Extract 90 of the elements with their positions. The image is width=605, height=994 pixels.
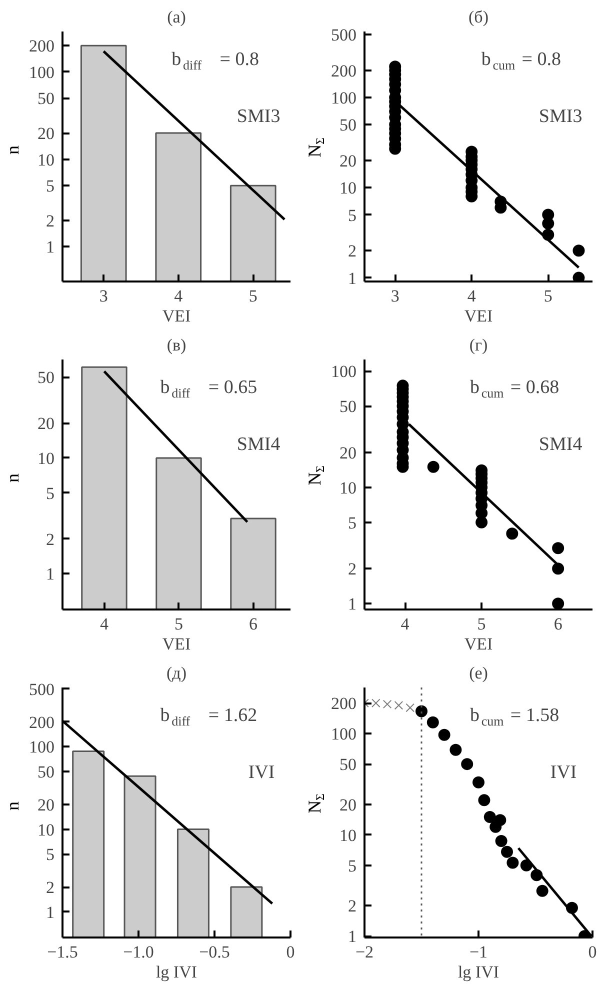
y-tick-label: 100 (331, 362, 356, 382)
y-tick-label: 20 (340, 795, 356, 814)
chart-title: (д) (166, 664, 186, 682)
y-axis-title: n (2, 474, 22, 483)
x-axis-title: lg IVI (156, 962, 198, 982)
y-tick-label: 2 (46, 211, 54, 230)
y-tick-label: 50 (38, 89, 54, 108)
y-tick-label: 1 (348, 927, 356, 946)
y-axis-title: NΣ (304, 138, 327, 158)
x-tick-label: 5 (248, 286, 258, 306)
y-tick-label: 20 (340, 152, 356, 171)
y-tick-label: 200 (331, 694, 356, 714)
y-tick-label: 10 (340, 826, 356, 845)
y-tick-label: 2 (46, 530, 54, 549)
annotation: SMI4 (538, 434, 583, 455)
x-tick-label: 5 (477, 614, 486, 634)
y-tick-label: 2 (348, 560, 356, 579)
y-tick-label: 50 (38, 368, 54, 388)
chart-title: (в) (166, 336, 186, 354)
x-axis-title: VEI (464, 634, 493, 654)
y-tick-label: 2 (46, 878, 54, 898)
annotation: IVI (550, 762, 577, 783)
y-tick-label: 5 (348, 206, 356, 225)
x-tick-label: 6 (248, 614, 258, 634)
y-tick-label: 10 (340, 178, 356, 198)
y-tick-label: 1 (46, 238, 54, 257)
y-tick-label: 20 (38, 124, 54, 144)
x-tick-label: 4 (467, 286, 476, 306)
x-tick-label: 5 (544, 286, 552, 306)
y-tick-label: 20 (340, 443, 356, 462)
y-tick-label: 500 (331, 26, 356, 45)
y-tick-label: 1 (46, 564, 54, 584)
x-tick-label: −1.0 (123, 942, 154, 962)
x-tick-label: −2 (355, 942, 374, 962)
y-tick-label: 20 (38, 795, 54, 814)
x-tick-label: 6 (554, 614, 562, 634)
chart-title: (е) (469, 664, 488, 682)
y-tick-label: 200 (29, 36, 54, 56)
y-tick-label: 1 (46, 902, 54, 922)
annotation: SMI3 (236, 106, 280, 127)
y-tick-label: 1 (348, 594, 356, 614)
y-tick-label: 10 (38, 150, 54, 170)
annotation: IVI (248, 762, 275, 783)
x-tick-label: 0 (286, 942, 295, 962)
y-axis-title: NΣ (304, 794, 327, 814)
y-tick-label: 10 (38, 448, 54, 468)
x-tick-label: 3 (99, 286, 108, 306)
y-tick-label: 200 (29, 712, 54, 732)
y-tick-label: 2 (348, 896, 356, 916)
y-tick-label: 5 (348, 513, 356, 532)
y-tick-label: 2 (348, 242, 356, 261)
y-tick-label: 100 (29, 62, 54, 82)
x-axis-title: VEI (464, 306, 493, 326)
chart-title: (б) (468, 8, 488, 26)
x-tick-label: −0.5 (199, 942, 230, 962)
x-tick-label: 4 (400, 614, 410, 634)
x-tick-label: 3 (390, 286, 400, 306)
y-tick-label: 100 (331, 724, 356, 744)
x-tick-label: 0 (588, 942, 597, 962)
y-tick-label: 20 (38, 414, 54, 434)
y-axis-title: NΣ (304, 466, 327, 486)
x-tick-label: 4 (100, 614, 109, 634)
chart-title: (а) (167, 8, 186, 26)
y-axis-title: n (2, 146, 22, 155)
y-tick-label: 500 (29, 680, 54, 699)
y-axis-title: n (2, 802, 22, 811)
x-axis-title: VEI (162, 634, 191, 654)
y-tick-label: 100 (331, 88, 356, 108)
y-tick-label: 5 (46, 845, 54, 864)
y-tick-label: 10 (340, 478, 356, 498)
y-tick-label: 5 (46, 176, 54, 196)
y-tick-label: 100 (29, 738, 54, 757)
y-tick-label: 50 (340, 116, 356, 135)
y-tick-label: 1 (348, 268, 356, 288)
annotation: SMI3 (538, 106, 582, 127)
x-tick-label: −1.5 (47, 942, 78, 962)
y-tick-label: 50 (340, 397, 356, 416)
x-axis-title: lg IVI (458, 962, 500, 982)
x-tick-label: −1 (469, 942, 488, 962)
y-tick-label: 5 (348, 856, 356, 876)
x-tick-label: 4 (174, 286, 184, 306)
x-axis-title: VEI (162, 306, 191, 326)
x-tick-label: 5 (174, 614, 183, 634)
chart-title: (г) (469, 336, 488, 354)
y-tick-label: 200 (331, 61, 356, 80)
y-tick-label: 5 (46, 484, 54, 503)
y-tick-label: 10 (38, 820, 54, 840)
y-tick-label: 50 (340, 755, 356, 774)
y-tick-label: 50 (38, 762, 54, 782)
annotation: SMI4 (236, 434, 281, 455)
